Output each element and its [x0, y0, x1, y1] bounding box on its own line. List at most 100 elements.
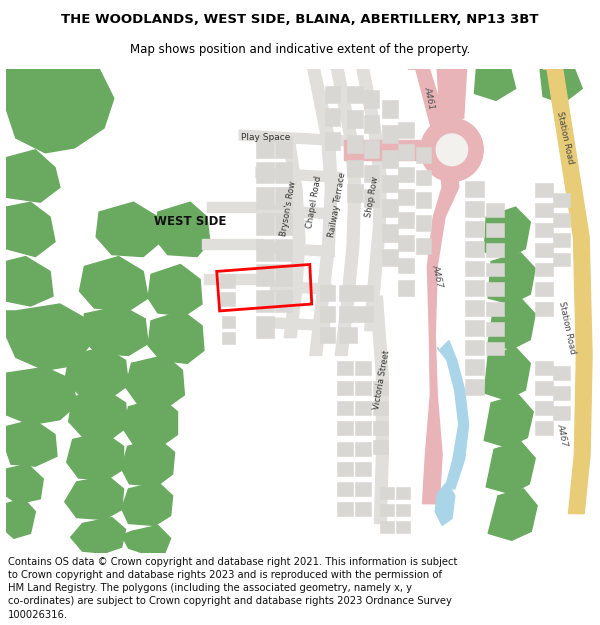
- Polygon shape: [204, 274, 266, 284]
- Bar: [339, 306, 357, 322]
- Bar: [355, 381, 371, 395]
- Bar: [339, 285, 357, 301]
- Polygon shape: [283, 138, 305, 338]
- Bar: [275, 290, 292, 312]
- Bar: [486, 322, 504, 336]
- Bar: [398, 189, 413, 205]
- Polygon shape: [124, 398, 178, 446]
- Bar: [347, 184, 363, 203]
- Polygon shape: [6, 202, 55, 257]
- Bar: [337, 462, 353, 476]
- Polygon shape: [344, 140, 419, 160]
- Bar: [535, 242, 553, 257]
- Bar: [256, 213, 274, 235]
- Bar: [380, 487, 394, 499]
- Polygon shape: [6, 150, 60, 202]
- Bar: [355, 361, 371, 375]
- Polygon shape: [6, 304, 89, 370]
- Polygon shape: [486, 441, 535, 494]
- Polygon shape: [408, 69, 459, 504]
- Bar: [535, 421, 553, 434]
- Polygon shape: [6, 257, 53, 306]
- Text: Chapel Road: Chapel Road: [305, 175, 323, 229]
- Bar: [382, 199, 398, 217]
- Polygon shape: [67, 432, 124, 480]
- Bar: [396, 521, 410, 533]
- Polygon shape: [69, 390, 128, 439]
- Polygon shape: [82, 306, 148, 356]
- Bar: [416, 238, 431, 254]
- Polygon shape: [122, 482, 173, 526]
- Bar: [464, 280, 484, 296]
- Bar: [364, 140, 379, 158]
- Bar: [256, 316, 274, 338]
- Polygon shape: [6, 368, 77, 424]
- Bar: [416, 169, 431, 186]
- Bar: [380, 521, 394, 533]
- Bar: [364, 91, 379, 108]
- Bar: [553, 406, 571, 419]
- Bar: [535, 282, 553, 296]
- Polygon shape: [488, 253, 535, 304]
- Bar: [347, 110, 363, 128]
- Polygon shape: [122, 526, 170, 553]
- Text: Map shows position and indicative extent of the property.: Map shows position and indicative extent…: [130, 42, 470, 56]
- Bar: [398, 280, 413, 296]
- Bar: [398, 212, 413, 228]
- Bar: [337, 482, 353, 496]
- Bar: [416, 215, 431, 231]
- Bar: [220, 274, 235, 288]
- Polygon shape: [271, 281, 331, 294]
- Bar: [325, 108, 340, 126]
- Polygon shape: [6, 419, 57, 466]
- Polygon shape: [207, 202, 261, 212]
- Polygon shape: [6, 464, 43, 504]
- Polygon shape: [357, 69, 386, 331]
- Bar: [337, 502, 353, 516]
- Bar: [382, 174, 398, 192]
- Bar: [364, 189, 379, 207]
- Polygon shape: [65, 348, 128, 397]
- Bar: [320, 327, 335, 342]
- Polygon shape: [125, 356, 184, 407]
- Bar: [373, 381, 388, 395]
- Bar: [220, 292, 235, 306]
- Bar: [337, 421, 353, 434]
- Bar: [464, 201, 484, 217]
- Bar: [398, 167, 413, 182]
- Polygon shape: [6, 499, 35, 538]
- Text: THE WOODLANDS, WEST SIDE, BLAINA, ABERTILLERY, NP13 3BT: THE WOODLANDS, WEST SIDE, BLAINA, ABERTI…: [61, 13, 539, 26]
- Bar: [464, 181, 484, 198]
- Bar: [320, 306, 335, 322]
- Polygon shape: [256, 168, 341, 182]
- Bar: [355, 482, 371, 496]
- Polygon shape: [437, 341, 469, 489]
- Bar: [382, 125, 398, 143]
- Bar: [339, 327, 357, 342]
- Bar: [535, 381, 553, 395]
- Bar: [373, 441, 388, 454]
- Bar: [275, 188, 292, 209]
- Bar: [275, 264, 292, 286]
- Bar: [553, 193, 571, 207]
- Bar: [357, 306, 373, 322]
- Bar: [355, 401, 371, 415]
- Polygon shape: [371, 296, 388, 524]
- Bar: [256, 264, 274, 286]
- Bar: [553, 233, 571, 247]
- Bar: [355, 442, 371, 456]
- Bar: [380, 504, 394, 516]
- Bar: [486, 203, 504, 217]
- Bar: [221, 316, 235, 328]
- Bar: [486, 223, 504, 237]
- Bar: [464, 261, 484, 276]
- Text: Station Road: Station Road: [557, 301, 577, 355]
- Bar: [221, 332, 235, 344]
- Bar: [464, 241, 484, 257]
- Polygon shape: [6, 69, 114, 152]
- Bar: [535, 183, 553, 198]
- Bar: [256, 290, 274, 312]
- Bar: [275, 213, 292, 235]
- Bar: [337, 401, 353, 415]
- Text: Contains OS data © Crown copyright and database right 2021. This information is : Contains OS data © Crown copyright and d…: [8, 557, 457, 619]
